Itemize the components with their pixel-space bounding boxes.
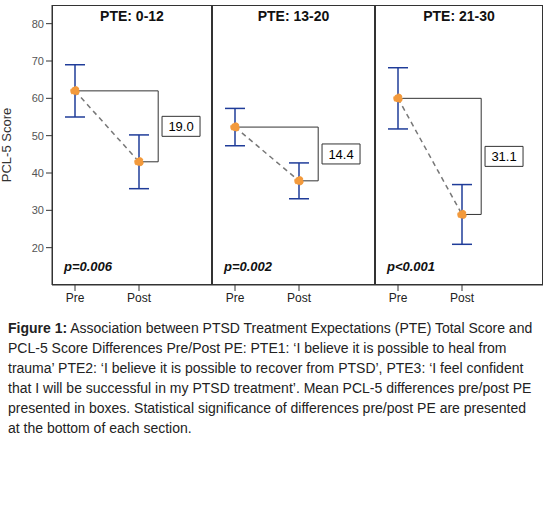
svg-text:30: 30: [32, 204, 44, 216]
svg-text:60: 60: [32, 92, 44, 104]
html-text:PTE: 0-12: PTE: 0-12: [100, 8, 164, 24]
svg-text:50: 50: [32, 130, 44, 142]
html-text:p=0.002: p=0.002: [224, 259, 273, 274]
svg-text:PCL-5 Score: PCL-5 Score: [8, 108, 14, 182]
svg-text:80: 80: [32, 18, 44, 30]
svg-text:31.1: 31.1: [491, 149, 516, 164]
svg-text:Pre: Pre: [66, 291, 85, 305]
html-text:PTE: 13-20: PTE: 13-20: [257, 8, 330, 24]
svg-text:19.0: 19.0: [168, 119, 193, 134]
svg-text:Pre: Pre: [389, 291, 408, 305]
svg-text:20: 20: [32, 242, 44, 254]
html-text:p<0.001: p<0.001: [387, 259, 436, 274]
svg-text:14.4: 14.4: [328, 147, 353, 162]
svg-text:Post: Post: [127, 291, 152, 305]
html-text:p=0.006: p=0.006: [64, 259, 113, 274]
svg-text:40: 40: [32, 167, 44, 179]
html-text:PTE: 21-30: PTE: 21-30: [423, 8, 495, 24]
svg-text:Post: Post: [287, 291, 312, 305]
svg-text:70: 70: [32, 55, 44, 67]
svg-text:Post: Post: [450, 291, 475, 305]
html-text:Figure 1: Association between: Figure 1: Association between PTSD Treat…: [8, 320, 533, 436]
svg-text:Pre: Pre: [226, 291, 245, 305]
